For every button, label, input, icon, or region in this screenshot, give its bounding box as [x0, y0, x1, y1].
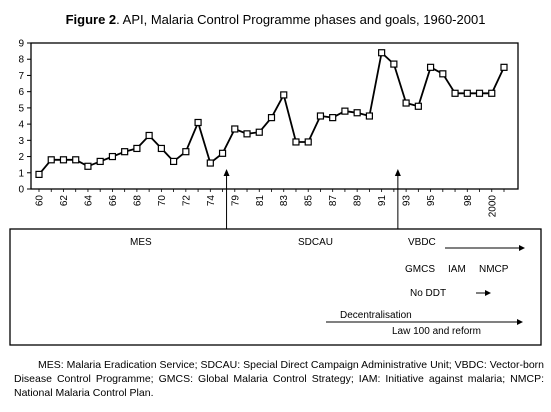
x-tick-label: 93: [402, 195, 413, 207]
data-point: [72, 156, 80, 164]
data-point: [426, 63, 435, 71]
y-tick-label: 2: [18, 152, 24, 163]
api-series: [35, 49, 508, 178]
y-tick-label: 0: [18, 185, 24, 196]
data-point: [280, 91, 288, 99]
data-point: [59, 156, 68, 164]
data-point: [255, 128, 263, 136]
phase-no-ddt: No DDT: [410, 288, 446, 299]
plot-frame: [30, 42, 519, 190]
x-tick-label: 2000: [487, 195, 498, 218]
x-tick-label: 62: [59, 195, 70, 207]
data-point: [84, 162, 92, 170]
data-point: [170, 157, 178, 166]
x-tick-label: 83: [279, 195, 290, 207]
data-point: [157, 144, 165, 153]
data-point: [121, 148, 129, 156]
y-tick-label: 4: [18, 120, 24, 131]
phase-sdcau: SDCAU: [298, 237, 333, 248]
data-point: [390, 60, 398, 68]
footnote: MES: Malaria Eradication Service; SDCAU:…: [14, 359, 544, 399]
x-tick-label: 89: [353, 195, 364, 207]
phase-iam: IAM: [448, 264, 466, 275]
data-point: [329, 114, 337, 122]
data-point: [47, 156, 55, 164]
figure-label: Figure 2: [65, 12, 117, 27]
figure-title-text: . API, Malaria Control Programme phases …: [116, 12, 486, 27]
data-point: [378, 49, 386, 57]
data-point: [267, 114, 276, 122]
phase-decentralisation: Decentralisation: [340, 310, 412, 321]
data-point: [500, 63, 508, 71]
decentralisation-arrow: [326, 319, 523, 325]
x-tick-label: 81: [255, 195, 266, 207]
y-tick-label: 7: [18, 71, 24, 82]
data-point: [365, 112, 373, 120]
x-tick-label: 91: [377, 195, 388, 207]
data-point: [35, 170, 43, 178]
data-point: [206, 159, 214, 167]
phase-vbdc: VBDC: [408, 237, 436, 248]
data-point: [414, 102, 422, 110]
data-point: [353, 109, 361, 117]
x-tick-label: 60: [35, 195, 46, 207]
data-point: [475, 89, 484, 97]
x-tick-label: 70: [157, 195, 168, 207]
data-point: [96, 157, 104, 166]
x-tick-label: 64: [83, 195, 94, 207]
y-axis: 0 1 2 3 4 5 6 7 8 9: [18, 39, 31, 196]
data-point: [316, 112, 325, 120]
data-point: [402, 99, 410, 107]
data-point: [182, 148, 190, 156]
y-tick-label: 3: [18, 136, 24, 147]
data-point: [108, 152, 117, 161]
data-point: [194, 118, 202, 127]
data-point: [451, 89, 459, 97]
data-point: [243, 130, 251, 138]
phase-law-100: Law 100 and reform: [392, 326, 481, 337]
phase-arrow-head: [223, 169, 230, 176]
data-point: [439, 70, 447, 78]
x-axis: 60 62 64 66 68 70 72 74 79 81 83 85 87 89 91 93 95 98 2000: [35, 189, 505, 217]
y-tick-label: 1: [18, 168, 24, 179]
phase-arrows: [223, 169, 401, 229]
data-point: [145, 131, 153, 140]
x-tick-label: 87: [328, 195, 339, 207]
data-point: [488, 89, 496, 97]
data-point: [133, 144, 141, 153]
y-tick-label: 5: [18, 103, 24, 114]
phases-box: [9, 228, 542, 346]
x-tick-label: 95: [426, 195, 437, 207]
data-point: [292, 138, 300, 146]
no-ddt-arrow: [476, 290, 491, 296]
data-point: [341, 107, 349, 115]
y-tick-label: 9: [18, 39, 24, 50]
x-tick-label: 74: [206, 195, 217, 207]
vbdc-arrow: [445, 245, 525, 251]
series-line: [38, 50, 505, 175]
figure-title: Figure 2. API, Malaria Control Programme…: [0, 12, 551, 27]
phase-nmcp: NMCP: [479, 264, 509, 275]
x-tick-label: 66: [108, 195, 119, 207]
data-point: [463, 89, 471, 97]
phase-mes: MES: [130, 237, 152, 248]
x-tick-label: 98: [463, 195, 474, 207]
data-point: [231, 125, 239, 133]
x-tick-label: 85: [304, 195, 315, 207]
x-tick-label: 68: [132, 195, 143, 207]
phase-arrow-head: [394, 169, 401, 176]
data-point: [218, 149, 227, 157]
x-tick-label: 79: [230, 195, 241, 207]
phase-gmcs: GMCS: [405, 264, 435, 275]
data-point: [304, 138, 312, 146]
x-tick-label: 72: [181, 195, 192, 207]
y-tick-label: 6: [18, 87, 24, 98]
y-tick-label: 8: [18, 55, 24, 66]
